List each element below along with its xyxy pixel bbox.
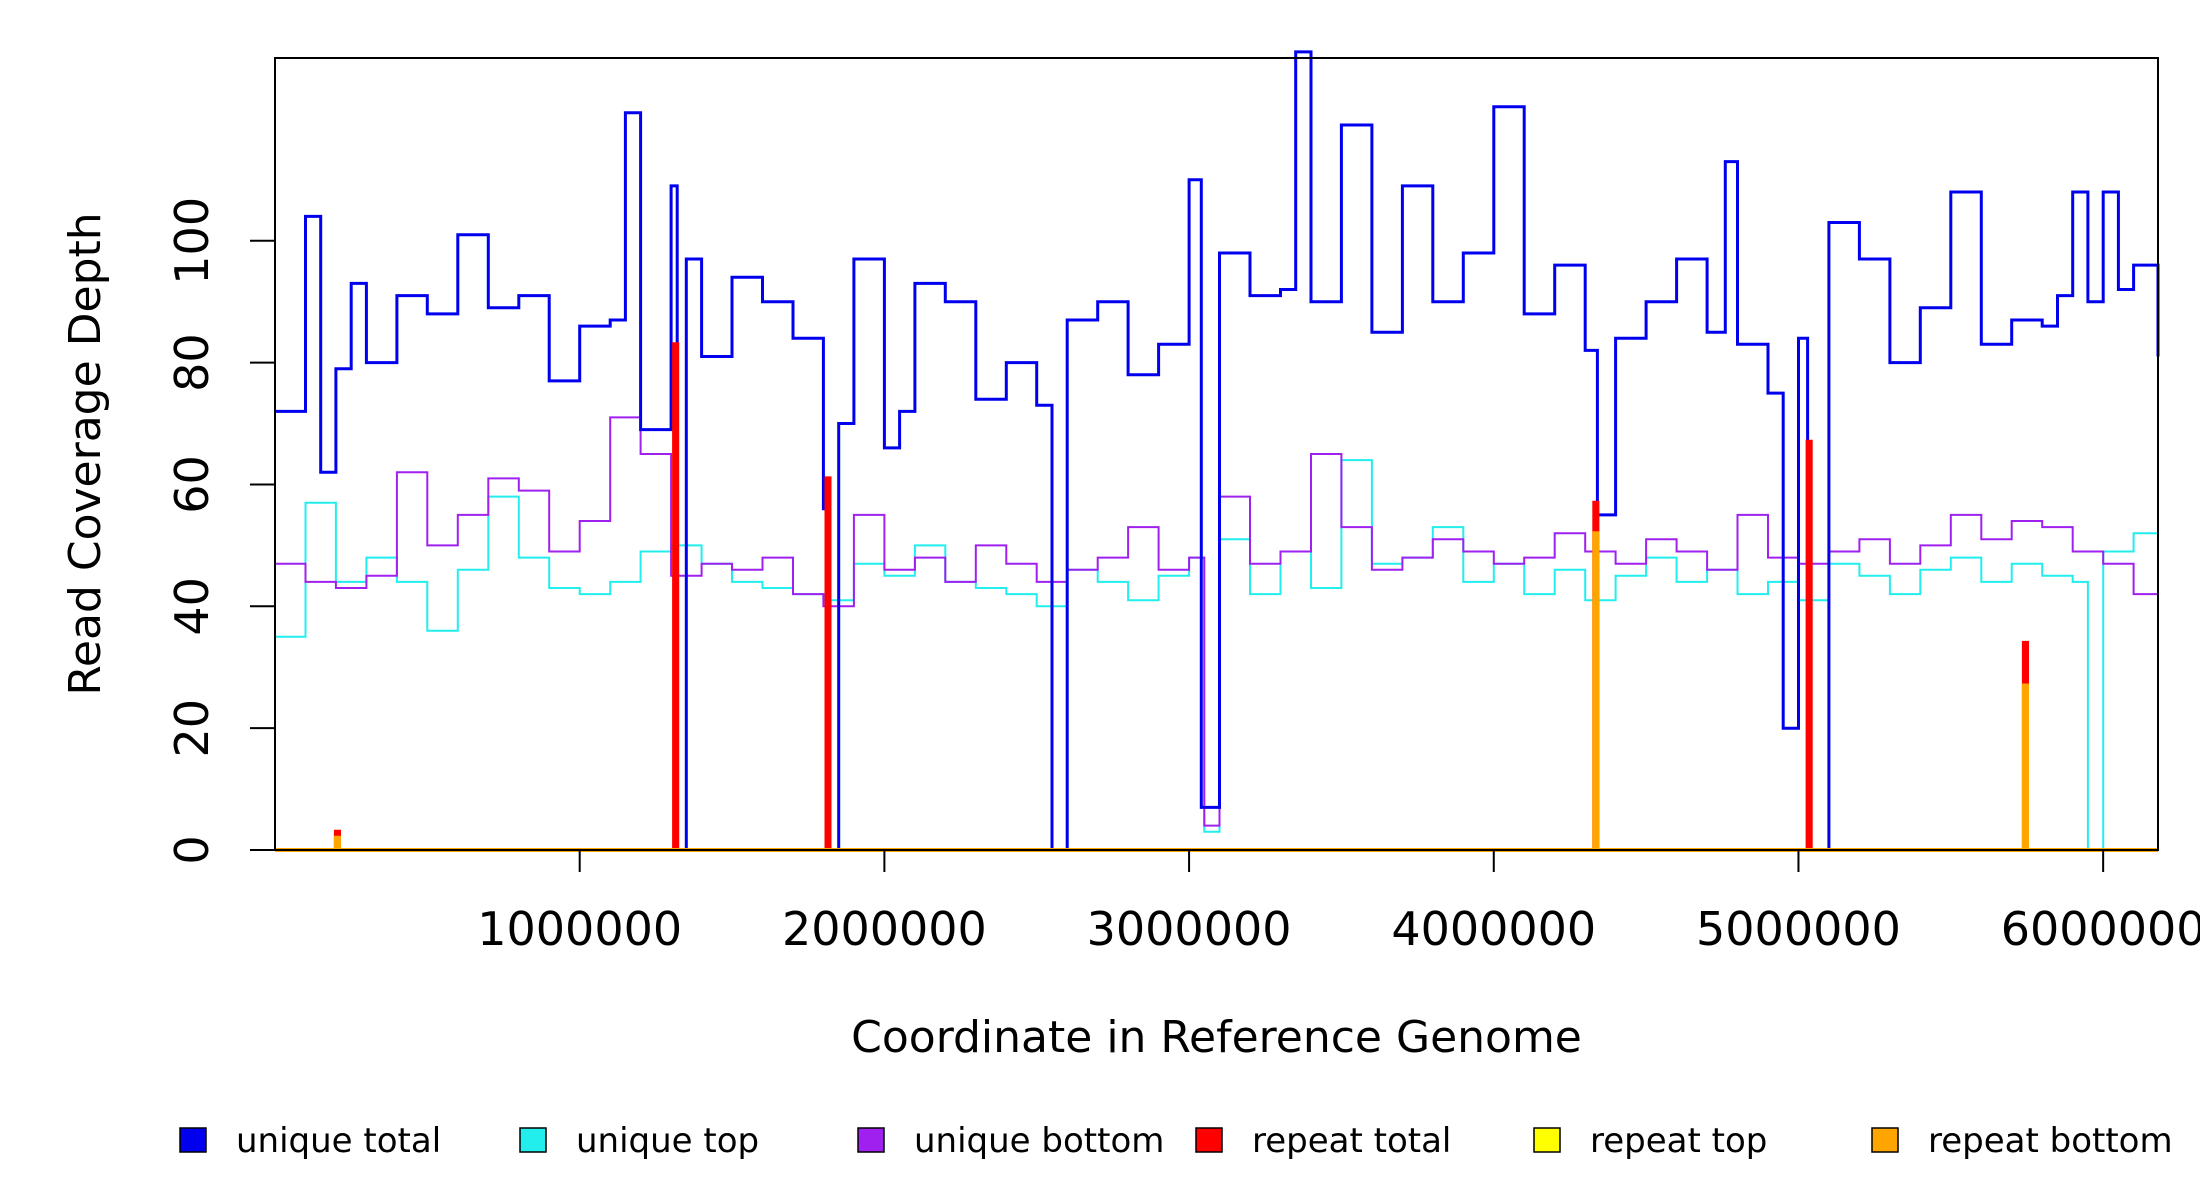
legend-label-repeat-bottom: repeat bottom [1928,1121,2173,1161]
legend-label-repeat-total: repeat total [1252,1121,1451,1161]
legend-label-repeat-top: repeat top [1590,1121,1767,1161]
legend-swatch-repeat-total [1195,1127,1223,1153]
legend-swatch-repeat-top [1533,1127,1561,1153]
series-line-repeat-bottom [275,531,2158,852]
legend-swatch-unique-top [519,1127,547,1153]
x-tick-label: 3000000 [1087,902,1292,956]
series-line-unique-total [275,50,2160,852]
plot-frame [274,57,2159,851]
legend-swatch-repeat-bottom [1871,1127,1899,1153]
y-tick-label: 80 [165,333,219,392]
legend: unique total unique top unique bottom repea… [179,1121,2173,1161]
x-axis: 1000000 2000000 3000000 4000000 5000000 60000… [477,850,2200,956]
y-axis-label: Read Coverage Depth [60,212,111,695]
y-axis: 0 20 40 60 80 100 [165,197,275,865]
series-layer [275,50,2160,852]
series-line-unique-bottom [275,416,2159,827]
y-tick-label: 40 [165,577,219,636]
legend-label-unique-top: unique top [576,1121,759,1161]
legend-label-unique-total: unique total [236,1121,441,1161]
series-line-unique-top [275,459,2159,851]
x-axis-label: Coordinate in Reference Genome [851,1012,1582,1063]
legend-swatch-unique-total [179,1127,207,1153]
series-line-repeat-total [275,342,2158,852]
x-tick-label: 5000000 [1696,902,1901,956]
x-tick-label: 1000000 [477,902,682,956]
y-tick-label: 20 [165,699,219,758]
legend-label-unique-bottom: unique bottom [914,1121,1164,1161]
legend-swatch-unique-bottom [857,1127,885,1153]
y-tick-label: 100 [165,197,219,285]
y-tick-label: 60 [165,455,219,514]
y-tick-label: 0 [165,835,219,864]
x-tick-label: 4000000 [1391,902,1596,956]
x-tick-label: 2000000 [782,902,987,956]
x-tick-label: 6000000 [2001,902,2200,956]
